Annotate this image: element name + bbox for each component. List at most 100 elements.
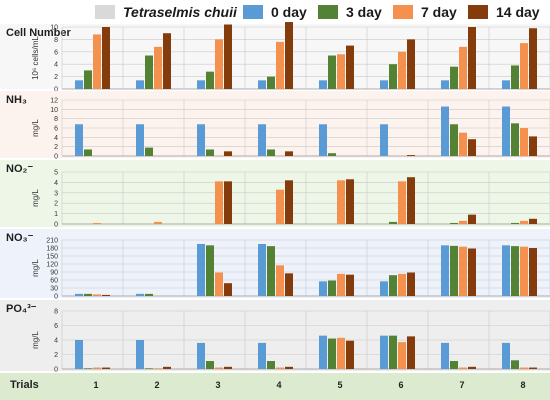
bar-0-day-trial-7 [441, 80, 449, 89]
bar-0-day-trial-1 [75, 340, 83, 369]
bar-7-day-trial-3 [215, 181, 223, 224]
y-tick-label: 180 [46, 246, 58, 253]
y-tick-label: 60 [50, 278, 58, 285]
panel-background [0, 160, 550, 227]
trial-label-7: 7 [459, 380, 465, 390]
y-axis-label: 10⁶ cells/mL [31, 36, 40, 80]
y-tick-label: 6 [54, 126, 58, 133]
trial-label-6: 6 [398, 380, 404, 390]
y-tick-label: 4 [54, 135, 58, 142]
bar-0-day-trial-8 [502, 245, 510, 296]
bar-14-day-trial-5 [346, 340, 354, 369]
bar-14-day-trial-4 [285, 180, 293, 224]
bar-3-day-trial-2 [145, 147, 153, 156]
bar-7-day-trial-6 [398, 51, 406, 89]
bar-7-day-trial-1 [93, 34, 101, 89]
bar-14-day-trial-7 [468, 248, 476, 296]
panel-background [0, 300, 550, 371]
bar-7-day-trial-4 [276, 265, 284, 296]
bar-0-day-trial-4 [258, 342, 266, 369]
bar-3-day-trial-6 [389, 335, 397, 369]
panel-title: NO₃⁻ [6, 232, 34, 244]
y-tick-label: 150 [46, 254, 58, 261]
legend-swatch-14-day [468, 5, 488, 19]
legend: Tetraselmis chuii 0 day 3 day 7 day 14 d… [0, 0, 550, 24]
bar-3-day-trial-2 [145, 55, 153, 89]
bar-0-day-trial-3 [197, 80, 205, 89]
y-tick-label: 2 [54, 201, 58, 208]
legend-swatch-0-day [243, 5, 263, 19]
bar-0-day-trial-2 [136, 124, 144, 156]
bar-7-day-trial-7 [459, 132, 467, 156]
bar-7-day-trial-5 [337, 273, 345, 296]
legend-label-3-day: 3 day [346, 4, 382, 20]
bar-14-day-trial-6 [407, 39, 415, 89]
legend-label-7-day: 7 day [421, 4, 457, 20]
legend-label-14-day: 14 day [496, 4, 540, 20]
bar-0-day-trial-7 [441, 342, 449, 369]
panel-5: PO₄³⁻ mg/L 0 2 4 6 8 [0, 300, 550, 373]
bar-3-day-trial-3 [206, 361, 214, 369]
bar-7-day-trial-1 [93, 367, 101, 369]
bar-0-day-trial-1 [75, 124, 83, 156]
bar-3-day-trial-7 [450, 222, 458, 224]
bar-7-day-trial-2 [154, 46, 162, 89]
bar-0-day-trial-6 [380, 124, 388, 156]
bar-3-day-trial-3 [206, 149, 214, 156]
bar-3-day-trial-8 [511, 65, 519, 89]
bar-0-day-trial-7 [441, 106, 449, 156]
bar-3-day-trial-4 [267, 76, 275, 89]
bar-14-day-trial-7 [468, 139, 476, 156]
legend-item-7-day: 7 day [393, 4, 457, 20]
bar-0-day-trial-3 [197, 342, 205, 369]
bar-7-day-trial-5 [337, 180, 345, 224]
bar-3-day-trial-4 [267, 149, 275, 156]
bar-3-day-trial-4 [267, 361, 275, 369]
bar-7-day-trial-8 [520, 128, 528, 156]
panel-title: NO₂⁻ [6, 163, 33, 175]
bar-0-day-trial-2 [136, 80, 144, 89]
bar-7-day-trial-7 [459, 46, 467, 89]
bar-3-day-trial-1 [84, 293, 92, 296]
y-tick-label: 10 [50, 107, 58, 114]
bar-7-day-trial-8 [520, 43, 528, 89]
bar-7-day-trial-7 [459, 246, 467, 296]
y-axis-label: mg/L [31, 331, 40, 349]
bar-14-day-trial-8 [529, 367, 537, 369]
bar-3-day-trial-8 [511, 123, 519, 156]
bar-0-day-trial-5 [319, 124, 327, 156]
bar-7-day-trial-2 [154, 221, 162, 224]
bar-14-day-trial-8 [529, 136, 537, 156]
y-tick-label: 0 [54, 154, 58, 161]
bar-7-day-trial-8 [520, 220, 528, 224]
y-tick-label: 2 [54, 74, 58, 81]
bar-14-day-trial-7 [468, 27, 476, 89]
y-tick-label: 0 [54, 294, 58, 301]
bar-0-day-trial-8 [502, 342, 510, 369]
bar-0-day-trial-6 [380, 80, 388, 89]
panel-2: NH₃ mg/L 0 2 4 6 8 10 12 [0, 91, 550, 161]
bar-7-day-trial-1 [93, 294, 101, 296]
trial-label-1: 1 [93, 380, 99, 390]
trial-label-2: 2 [154, 380, 160, 390]
y-tick-label: 4 [54, 338, 58, 345]
bar-3-day-trial-6 [389, 221, 397, 224]
bar-14-day-trial-3 [224, 24, 232, 89]
bar-7-day-trial-1 [93, 222, 101, 224]
y-tick-label: 8 [54, 116, 58, 123]
y-tick-label: 0 [54, 367, 58, 374]
y-tick-label: 6 [54, 49, 58, 56]
legend-label-species: Tetraselmis chuii [123, 4, 237, 20]
bar-7-day-trial-8 [520, 367, 528, 369]
legend-swatch-3-day [318, 5, 338, 19]
bar-0-day-trial-4 [258, 244, 266, 296]
bar-7-day-trial-3 [215, 272, 223, 296]
y-tick-label: 2 [54, 144, 58, 151]
bar-7-day-trial-5 [337, 54, 345, 89]
bar-14-day-trial-5 [346, 179, 354, 224]
y-tick-label: 120 [46, 262, 58, 269]
bar-14-day-trial-6 [407, 177, 415, 224]
y-tick-label: 8 [54, 309, 58, 316]
panel-title: NH₃ [6, 94, 27, 106]
